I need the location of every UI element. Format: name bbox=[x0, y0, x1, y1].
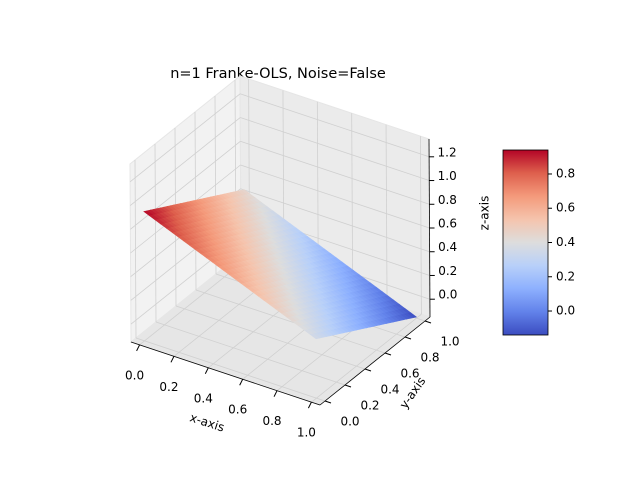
grid-line bbox=[311, 313, 422, 403]
grid-line bbox=[239, 93, 430, 158]
tick-mark bbox=[344, 384, 352, 388]
grid-line bbox=[155, 321, 346, 386]
y-tick-label: 0.8 bbox=[420, 351, 439, 365]
colorbar-tick-label: 0.4 bbox=[556, 235, 575, 249]
tick-mark bbox=[364, 368, 372, 372]
surface-patch bbox=[309, 333, 321, 340]
z-tick-label: 1.2 bbox=[438, 145, 457, 159]
x-tick-label: 1.0 bbox=[297, 426, 316, 440]
z-tick-label: 0.8 bbox=[438, 193, 457, 207]
x-tick-label: 0.8 bbox=[262, 414, 281, 428]
x-tick-label: 0.4 bbox=[194, 391, 213, 405]
x-tick-label: 0.0 bbox=[125, 368, 144, 382]
colorbar-tick-label: 0.2 bbox=[556, 269, 575, 283]
colorbar bbox=[502, 149, 549, 336]
colorbar-tick-label: 0.6 bbox=[556, 201, 575, 215]
y-axis-line bbox=[319, 316, 431, 406]
grid-line bbox=[195, 289, 386, 354]
tick-mark bbox=[273, 390, 278, 397]
tick-mark bbox=[424, 320, 432, 324]
y-tick-label: 1.0 bbox=[440, 335, 459, 349]
tick-mark bbox=[307, 401, 312, 409]
x-tick-label: 0.6 bbox=[228, 403, 247, 417]
grid-line bbox=[129, 93, 241, 183]
colorbar-tick-label: 0.0 bbox=[556, 304, 575, 318]
x-tick-label: 0.2 bbox=[159, 380, 178, 394]
colorbar-tick-label: 0.8 bbox=[556, 166, 575, 180]
y-tick-label: 0.4 bbox=[380, 383, 399, 397]
y-tick-label: 0.6 bbox=[400, 367, 419, 381]
z-axis-label: z-axis bbox=[478, 196, 492, 231]
z-tick-label: 1.0 bbox=[438, 169, 457, 183]
z-axis-line bbox=[428, 138, 431, 318]
grid-line bbox=[240, 117, 430, 181]
grid-line bbox=[240, 188, 430, 253]
tick-mark bbox=[324, 400, 332, 404]
chart-title: n=1 Franke-OLS, Noise=False bbox=[170, 66, 386, 82]
grid-line bbox=[135, 337, 326, 402]
tick-mark bbox=[170, 356, 175, 363]
z-tick-label: 0.0 bbox=[438, 288, 457, 302]
z-tick-label: 0.2 bbox=[438, 264, 457, 278]
grid-line bbox=[240, 164, 430, 229]
z-tick-label: 0.6 bbox=[438, 217, 457, 231]
x-axis-line bbox=[130, 341, 321, 406]
tick-mark bbox=[204, 367, 209, 374]
grid-line bbox=[175, 305, 366, 370]
y-tick-label: 0.2 bbox=[360, 399, 379, 413]
tick-mark bbox=[404, 336, 412, 340]
tick-mark bbox=[239, 379, 244, 386]
x-axis-label: x-axis bbox=[188, 410, 226, 434]
tick-mark bbox=[136, 344, 141, 352]
z-tick-label: 0.4 bbox=[438, 240, 457, 254]
grid-line bbox=[240, 140, 430, 205]
y-tick-label: 0.0 bbox=[340, 415, 359, 429]
tick-mark bbox=[384, 352, 392, 356]
grid-line bbox=[129, 117, 241, 206]
